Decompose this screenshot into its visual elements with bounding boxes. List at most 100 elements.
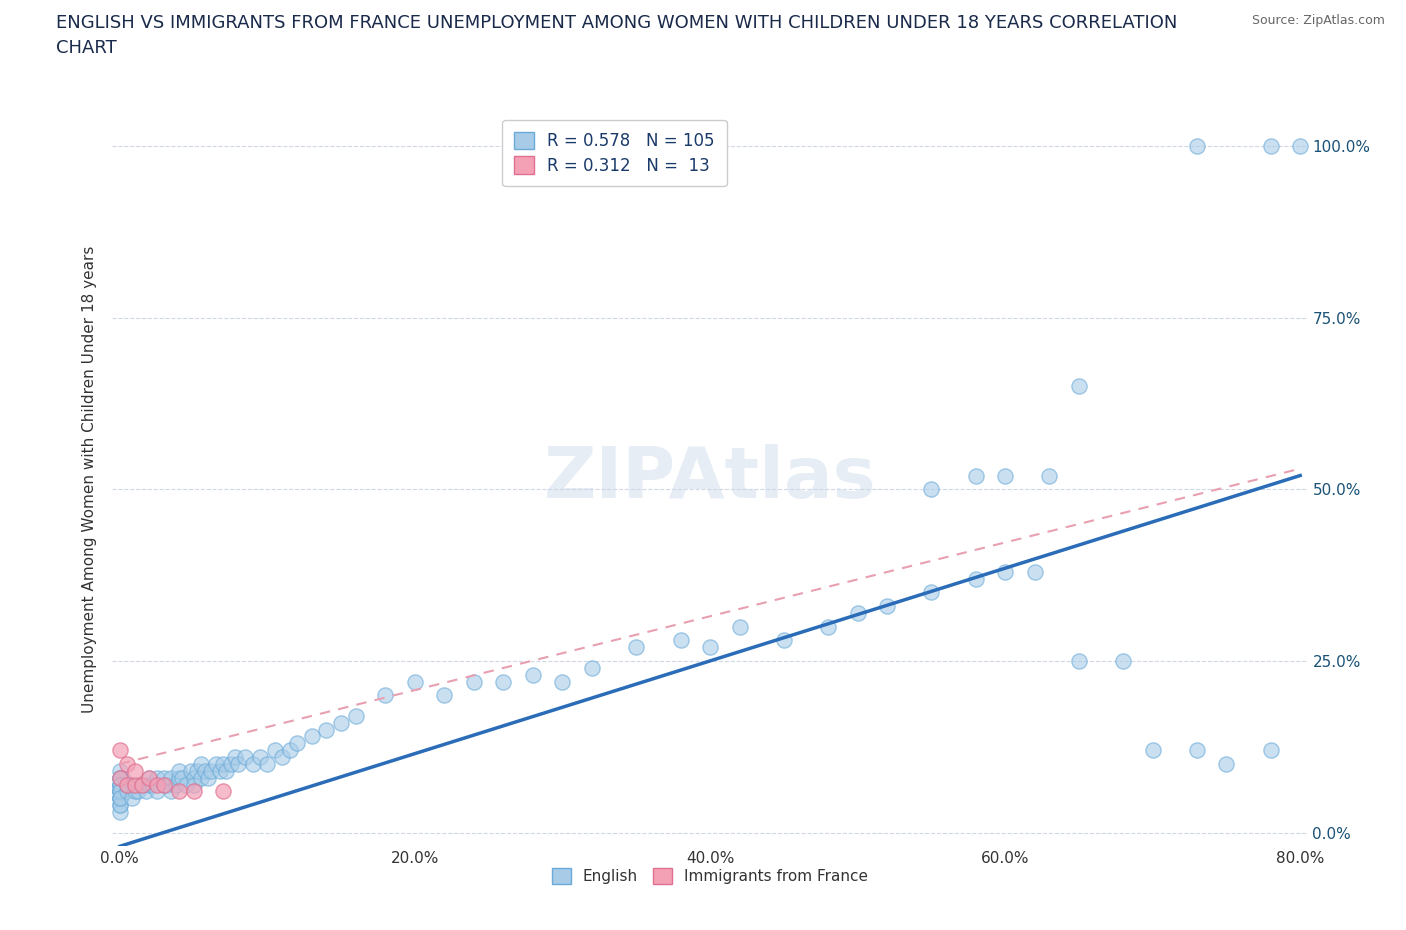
English bbox=[1112, 654, 1135, 669]
English bbox=[1185, 743, 1208, 758]
English bbox=[994, 468, 1017, 483]
English bbox=[256, 756, 278, 771]
Text: Source: ZipAtlas.com: Source: ZipAtlas.com bbox=[1251, 14, 1385, 27]
Immigrants from France bbox=[124, 764, 146, 778]
English bbox=[108, 798, 131, 813]
Immigrants from France bbox=[124, 777, 146, 792]
English bbox=[374, 688, 396, 703]
Immigrants from France bbox=[115, 777, 138, 792]
Text: ZIPAtlas: ZIPAtlas bbox=[544, 445, 876, 513]
English bbox=[108, 798, 131, 813]
English bbox=[131, 777, 153, 792]
English bbox=[170, 770, 193, 785]
English bbox=[1215, 756, 1237, 771]
English bbox=[846, 605, 869, 620]
English bbox=[209, 764, 232, 778]
English bbox=[920, 585, 942, 600]
English bbox=[160, 784, 183, 799]
English bbox=[1289, 139, 1312, 153]
English bbox=[165, 777, 187, 792]
English bbox=[1024, 565, 1046, 579]
Immigrants from France bbox=[138, 770, 160, 785]
English bbox=[522, 667, 544, 682]
English bbox=[263, 743, 285, 758]
English bbox=[330, 715, 353, 730]
English bbox=[138, 777, 160, 792]
English bbox=[315, 722, 337, 737]
English bbox=[108, 764, 131, 778]
English bbox=[994, 565, 1017, 579]
English bbox=[699, 640, 721, 655]
English bbox=[108, 770, 131, 785]
English bbox=[492, 674, 515, 689]
English bbox=[194, 764, 217, 778]
English bbox=[215, 764, 238, 778]
English bbox=[965, 571, 987, 586]
English bbox=[669, 633, 692, 648]
English bbox=[920, 482, 942, 497]
English bbox=[1260, 139, 1282, 153]
English bbox=[1038, 468, 1060, 483]
English bbox=[108, 790, 131, 805]
Immigrants from France bbox=[167, 784, 190, 799]
English bbox=[190, 770, 212, 785]
English bbox=[183, 777, 205, 792]
English bbox=[404, 674, 426, 689]
English bbox=[728, 619, 751, 634]
English bbox=[124, 784, 146, 799]
English bbox=[433, 688, 456, 703]
English bbox=[183, 770, 205, 785]
English bbox=[200, 764, 222, 778]
Legend: English, Immigrants from France: English, Immigrants from France bbox=[546, 862, 875, 890]
English bbox=[817, 619, 839, 634]
English bbox=[153, 777, 176, 792]
Immigrants from France bbox=[108, 743, 131, 758]
English bbox=[1185, 139, 1208, 153]
English bbox=[212, 756, 235, 771]
English bbox=[204, 756, 226, 771]
English bbox=[145, 784, 167, 799]
Y-axis label: Unemployment Among Women with Children Under 18 years: Unemployment Among Women with Children U… bbox=[82, 246, 97, 712]
English bbox=[278, 743, 301, 758]
Immigrants from France bbox=[183, 784, 205, 799]
English bbox=[124, 777, 146, 792]
Immigrants from France bbox=[153, 777, 176, 792]
English bbox=[226, 756, 249, 771]
English bbox=[108, 784, 131, 799]
English bbox=[108, 770, 131, 785]
English bbox=[581, 660, 603, 675]
English bbox=[197, 770, 219, 785]
English bbox=[115, 784, 138, 799]
English bbox=[1142, 743, 1164, 758]
English bbox=[551, 674, 574, 689]
English bbox=[965, 468, 987, 483]
English bbox=[301, 729, 323, 744]
English bbox=[271, 750, 294, 764]
English bbox=[108, 790, 131, 805]
English bbox=[108, 804, 131, 819]
English bbox=[772, 633, 794, 648]
English bbox=[108, 784, 131, 799]
English bbox=[242, 756, 264, 771]
English bbox=[285, 736, 308, 751]
Immigrants from France bbox=[108, 770, 131, 785]
English bbox=[219, 756, 242, 771]
English bbox=[1067, 654, 1090, 669]
English bbox=[135, 784, 157, 799]
English bbox=[174, 777, 197, 792]
English bbox=[160, 770, 183, 785]
English bbox=[626, 640, 648, 655]
English bbox=[115, 777, 138, 792]
English bbox=[224, 750, 246, 764]
English bbox=[1260, 743, 1282, 758]
Immigrants from France bbox=[145, 777, 167, 792]
English bbox=[249, 750, 271, 764]
English bbox=[108, 777, 131, 792]
English bbox=[108, 784, 131, 799]
English bbox=[108, 790, 131, 805]
English bbox=[121, 790, 143, 805]
English bbox=[167, 770, 190, 785]
English bbox=[108, 790, 131, 805]
Immigrants from France bbox=[212, 784, 235, 799]
English bbox=[463, 674, 485, 689]
